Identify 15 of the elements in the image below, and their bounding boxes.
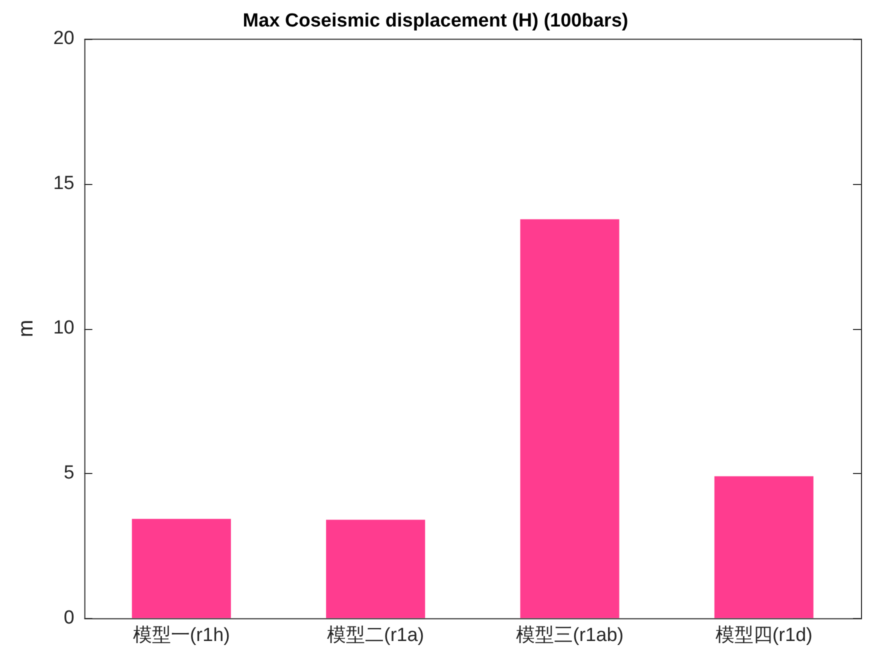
chart-title: Max Coseismic displacement (H) (100bars) — [242, 10, 628, 32]
bar — [520, 219, 620, 618]
x-tick-label: 模型四(r1d) — [715, 624, 812, 646]
y-tick-label: 5 — [64, 462, 74, 484]
bar — [326, 520, 426, 618]
bar — [714, 476, 814, 618]
y-tick-label: 10 — [53, 318, 74, 339]
bar — [132, 518, 231, 618]
x-tick-label: 模型三(r1ab) — [516, 624, 624, 646]
y-tick-label: 15 — [53, 172, 74, 194]
x-tick-label: 模型一(r1h) — [132, 624, 230, 646]
y-tick-label: 0 — [64, 607, 74, 628]
y-axis-title: m — [14, 320, 38, 338]
y-tick-label: 20 — [53, 28, 74, 50]
x-tick-label: 模型二(r1a) — [327, 624, 424, 646]
